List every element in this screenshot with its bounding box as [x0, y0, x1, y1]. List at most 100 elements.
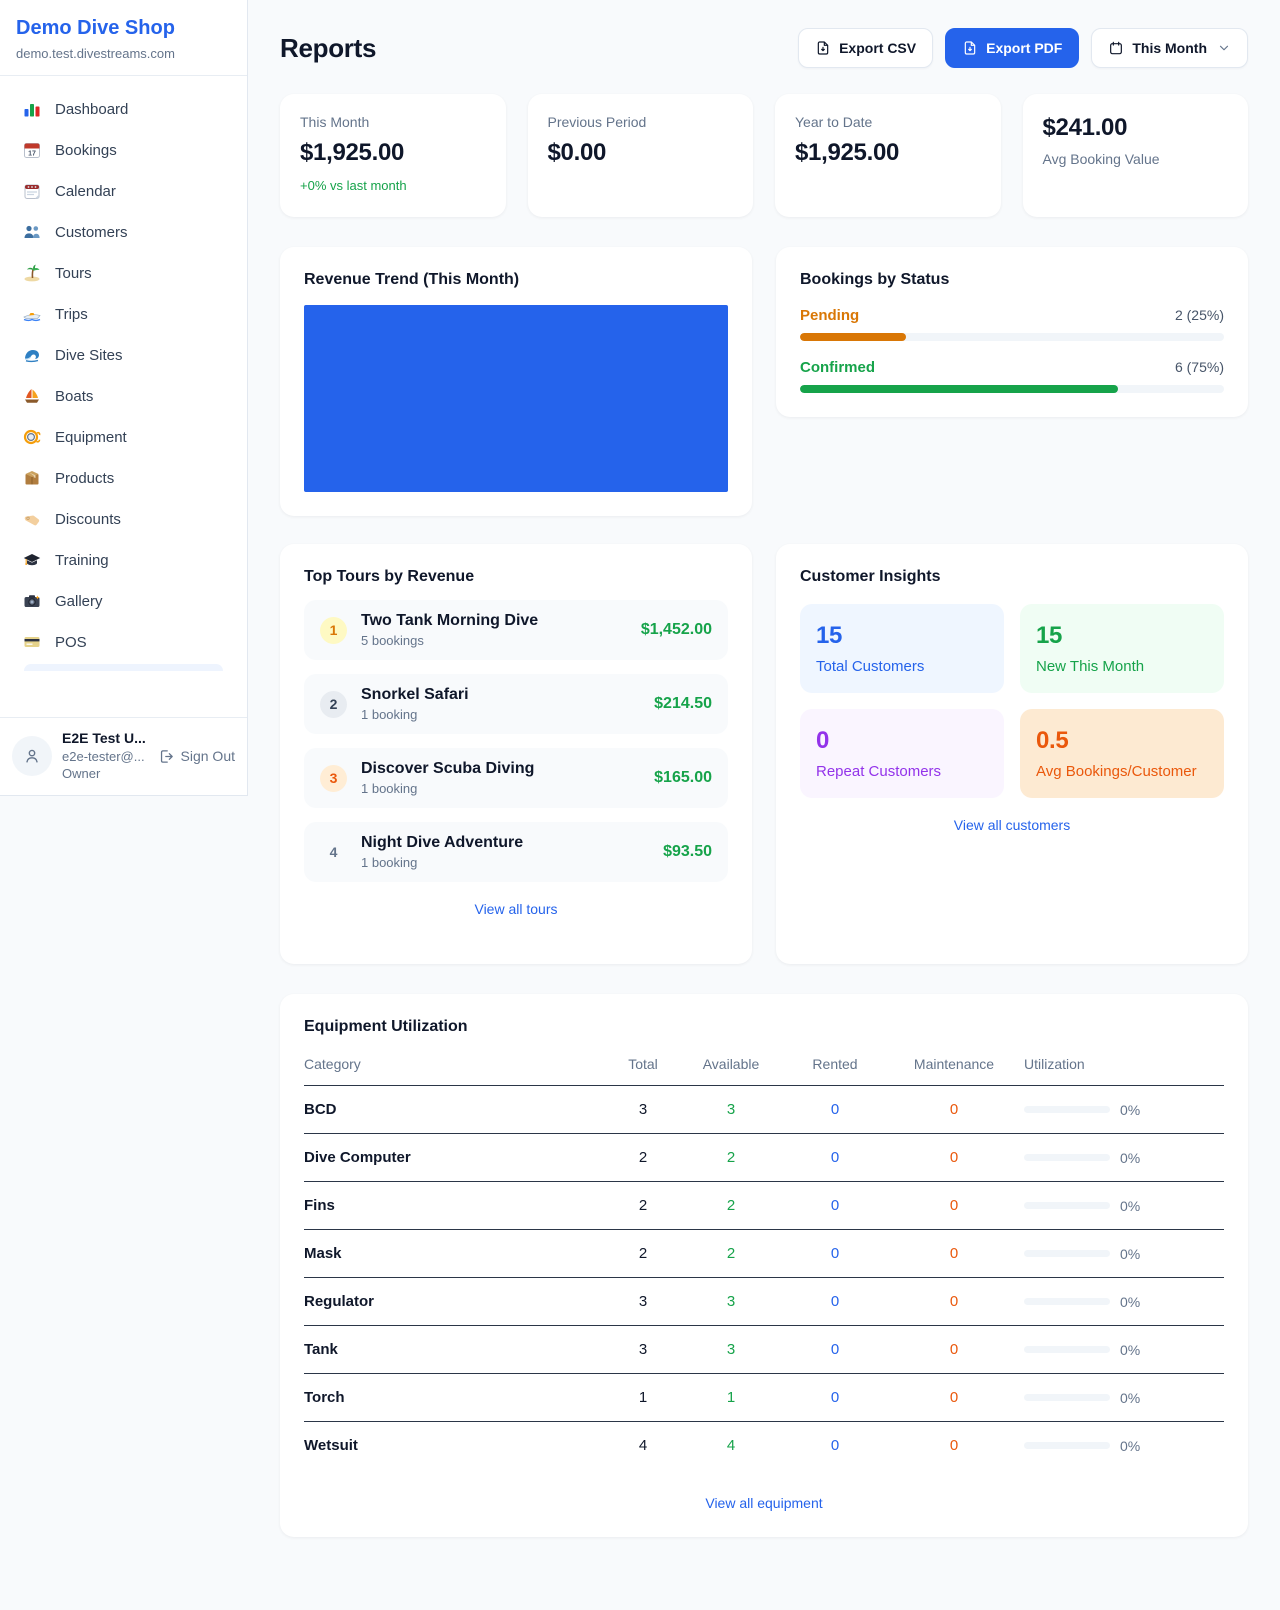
table-row: Regulator 3 3 0 0 0% [304, 1278, 1224, 1326]
top-tours-card: Top Tours by Revenue 1 Two Tank Morning … [280, 544, 752, 964]
tour-row: 2 Snorkel Safari 1 booking $214.50 [304, 674, 728, 734]
status-label: Confirmed [800, 359, 875, 376]
stat-label: This Month [300, 114, 370, 130]
utilization-percent: 0% [1120, 1149, 1141, 1166]
sidebar-item-boats[interactable]: Boats [12, 377, 235, 415]
column-header-category: Category [304, 1056, 361, 1072]
equipment-rented: 0 [830, 1341, 840, 1358]
utilization-bar [1024, 1346, 1110, 1353]
sidebar-item-training[interactable]: Training [12, 541, 235, 579]
tour-revenue: $165.00 [654, 769, 712, 786]
equipment-utilization-cell: 0% [1024, 1294, 1224, 1310]
tour-name: Night Dive Adventure [361, 834, 524, 851]
progress-track [800, 333, 1224, 341]
equipment-table-header: Category Total Available Rented Maintena… [304, 1056, 1224, 1086]
insight-tile-total-customers: 15 Total Customers [800, 604, 1004, 693]
utilization-bar [1024, 1394, 1110, 1401]
sidebar-item-products[interactable]: Products [12, 459, 235, 497]
table-row: Fins 2 2 0 0 0% [304, 1182, 1224, 1230]
stat-value: $241.00 [1042, 114, 1128, 141]
user-info: E2E Test U... e2e-tester@... Owner [62, 730, 146, 783]
rank-badge: 1 [320, 616, 347, 644]
file-download-icon [964, 41, 976, 55]
view-all-customers-link[interactable]: View all customers [953, 817, 1071, 833]
stat-label: Previous Period [547, 114, 647, 130]
status-count: 6 (75%) [1174, 359, 1224, 375]
sidebar-item-label: Training [55, 551, 109, 569]
equipment-total: 3 [638, 1341, 648, 1358]
export-pdf-button[interactable]: Export PDF [945, 28, 1080, 68]
sidebar-item-dive-sites[interactable]: Dive Sites [12, 336, 235, 374]
table-row: Torch 1 1 0 0 0% [304, 1374, 1224, 1422]
people-icon [22, 222, 42, 242]
user-name: E2E Test U... [62, 729, 146, 746]
equipment-utilization-cell: 0% [1024, 1342, 1224, 1358]
equipment-utilization-cell: 0% [1024, 1246, 1224, 1262]
equipment-maintenance: 0 [949, 1341, 959, 1358]
sidebar-item-label: Discounts [55, 510, 121, 528]
equipment-available: 3 [726, 1101, 736, 1118]
equipment-total: 4 [638, 1437, 648, 1454]
sidebar-item-customers[interactable]: Customers [12, 213, 235, 251]
shop-domain: demo.test.divestreams.com [16, 46, 175, 61]
equipment-available: 3 [726, 1341, 736, 1358]
tile-value: 15 [1036, 622, 1063, 649]
utilization-bar [1024, 1442, 1110, 1449]
sign-out-button[interactable]: Sign Out [158, 748, 235, 765]
equipment-rented: 0 [830, 1245, 840, 1262]
sidebar-item-trips[interactable]: Trips [12, 295, 235, 333]
utilization-bar [1024, 1154, 1110, 1161]
revenue-trend-chart [304, 305, 728, 492]
utilization-bar [1024, 1202, 1110, 1209]
export-csv-button[interactable]: Export CSV [798, 28, 934, 68]
sidebar-user-footer: E2E Test U... e2e-tester@... Owner Sign … [0, 716, 247, 795]
sidebar-item-label: POS [55, 633, 87, 651]
equipment-total: 1 [638, 1389, 648, 1406]
sidebar-item-pos[interactable]: POS [12, 623, 235, 661]
bookings-by-status-title: Bookings by Status [800, 271, 950, 288]
table-row: Tank 3 3 0 0 0% [304, 1326, 1224, 1374]
progress-fill [800, 333, 906, 341]
package-icon [22, 468, 42, 488]
insight-tiles: 15 Total Customers 15 New This Month 0 R… [800, 604, 1224, 798]
calendar-date-icon: 17 [22, 140, 42, 160]
bar-chart-icon [22, 99, 42, 119]
sidebar-item-equipment[interactable]: Equipment [12, 418, 235, 456]
equipment-category: Regulator [304, 1293, 375, 1310]
notepad-calendar-icon [22, 181, 42, 201]
view-all-tours-link[interactable]: View all tours [474, 901, 558, 917]
user-icon [26, 750, 38, 763]
equipment-available: 2 [726, 1245, 736, 1262]
sidebar-item-dashboard[interactable]: Dashboard [12, 90, 235, 128]
period-label: This Month [1132, 40, 1207, 56]
equipment-utilization-card: Equipment Utilization Category Total Ava… [280, 994, 1248, 1537]
equipment-utilization-title: Equipment Utilization [304, 1018, 468, 1035]
equipment-category: Fins [304, 1197, 335, 1214]
equipment-category: BCD [304, 1101, 337, 1118]
view-all-equipment-link[interactable]: View all equipment [705, 1495, 823, 1511]
equipment-total: 3 [638, 1293, 648, 1310]
column-header-total: Total [628, 1056, 658, 1072]
progress-fill [800, 385, 1118, 393]
period-dropdown[interactable]: This Month [1091, 28, 1248, 68]
bookings-by-status-card: Bookings by Status Pending 2 (25%) Confi… [776, 247, 1248, 417]
credit-card-icon [22, 632, 42, 652]
sidebar-item-bookings[interactable]: 17 Bookings [12, 131, 235, 169]
sidebar-item-calendar[interactable]: Calendar [12, 172, 235, 210]
top-tours-title: Top Tours by Revenue [304, 568, 475, 585]
tour-name: Two Tank Morning Dive [361, 612, 539, 629]
equipment-maintenance: 0 [949, 1389, 959, 1406]
tour-revenue: $1,452.00 [640, 621, 712, 638]
utilization-percent: 0% [1120, 1101, 1141, 1118]
equipment-category: Mask [304, 1245, 342, 1262]
sidebar-item-discounts[interactable]: Discounts [12, 500, 235, 538]
revenue-trend-card: Revenue Trend (This Month) [280, 247, 752, 516]
sidebar-item-tours[interactable]: Tours [12, 254, 235, 292]
tag-icon [22, 509, 42, 529]
progress-track [800, 385, 1224, 393]
sidebar-nav: Dashboard 17 Bookings Calendar Customers… [0, 76, 247, 717]
status-label: Pending [800, 307, 860, 324]
sidebar-item-reports-active-partial[interactable] [24, 664, 223, 671]
tour-bookings: 5 bookings [361, 633, 424, 648]
sidebar-item-gallery[interactable]: Gallery [12, 582, 235, 620]
